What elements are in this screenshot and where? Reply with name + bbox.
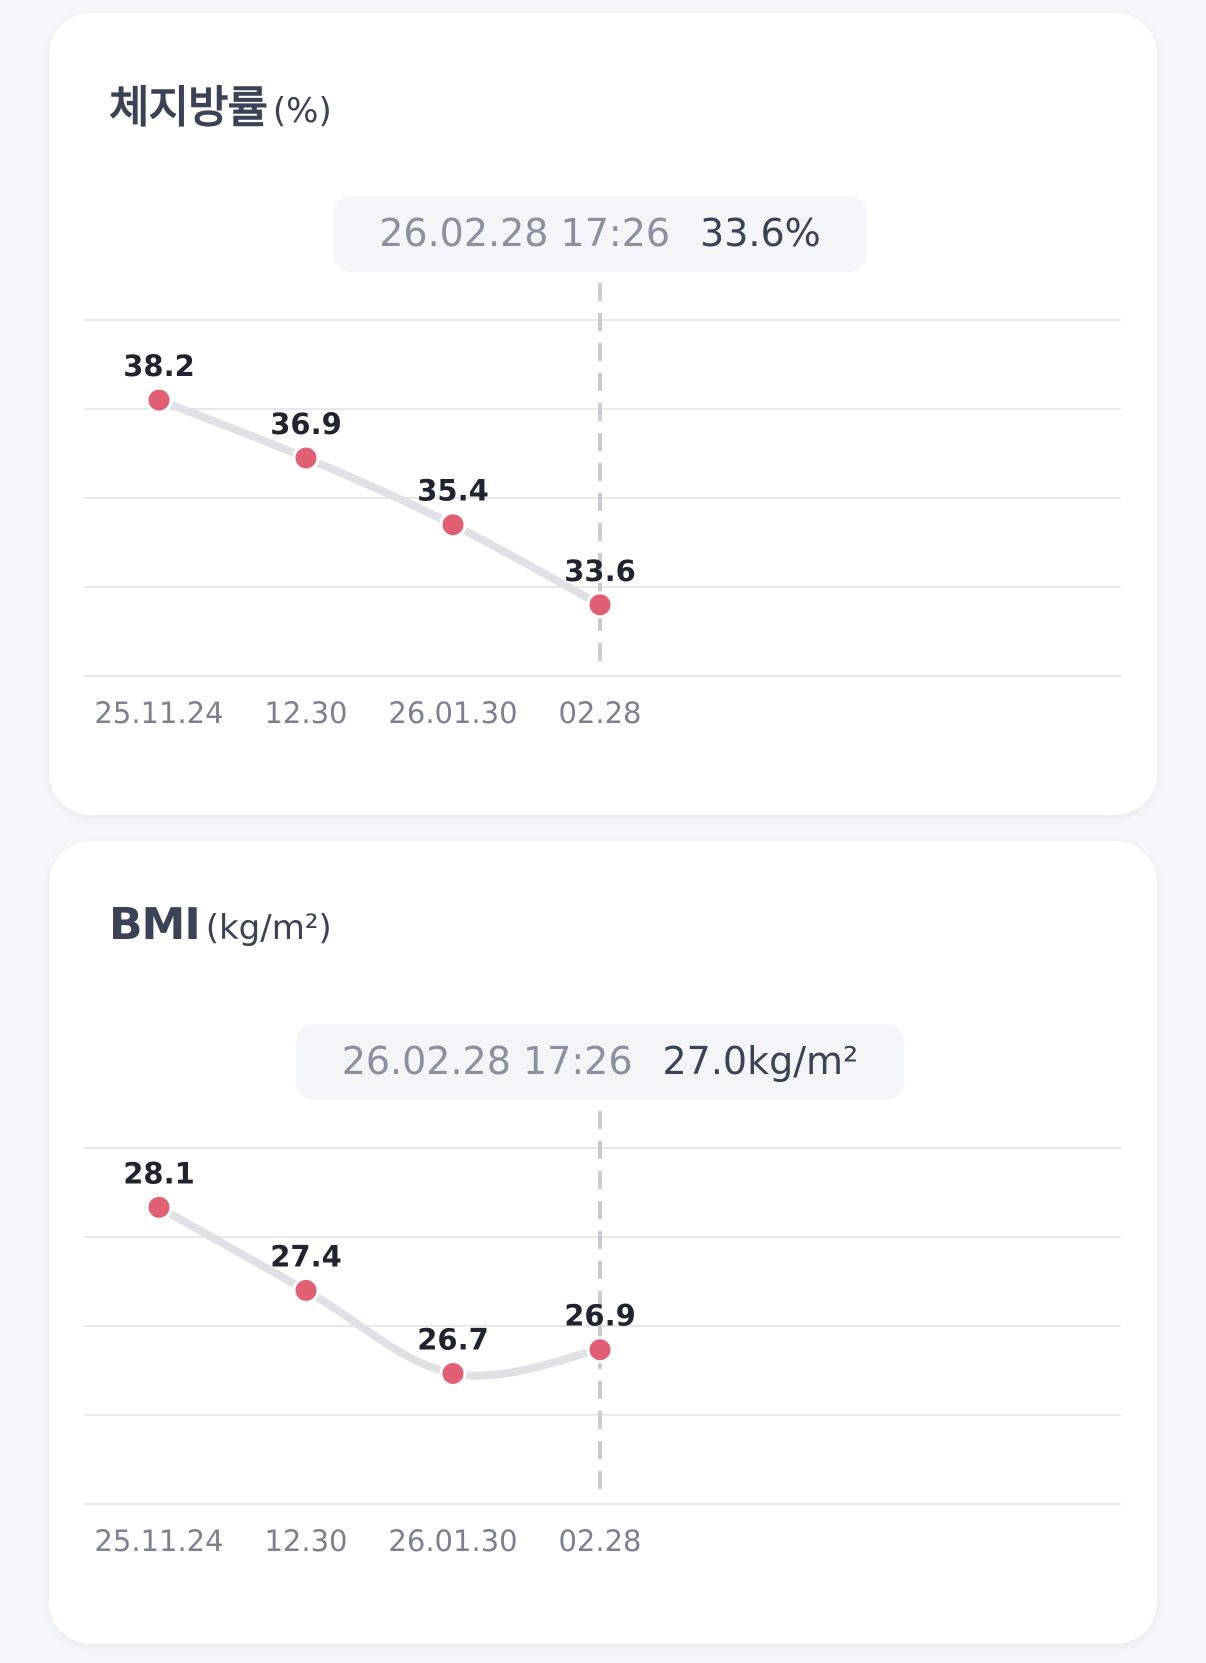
body-fat-unit: (%) [272, 91, 332, 131]
body-fat-tooltip-bg [333, 196, 867, 272]
bmi-tick-label: 12.30 [264, 1524, 347, 1558]
body-fat-data-point[interactable] [586, 591, 614, 619]
bmi-data-point[interactable] [292, 1276, 320, 1304]
body-fat-data-label: 38.2 [123, 349, 195, 383]
bmi-unit: (kg/m²) [205, 908, 332, 948]
bmi-data-point[interactable] [439, 1359, 467, 1387]
body-fat-tooltip: 26.02.28 17:26 33.6% [333, 196, 867, 272]
bmi-tooltip-bg [295, 1024, 905, 1100]
bmi-data-point[interactable] [586, 1336, 614, 1364]
bmi-data-label: 26.7 [417, 1322, 489, 1356]
body-fat-tick-label: 26.01.30 [388, 696, 517, 730]
bmi-data-label: 26.9 [564, 1299, 636, 1333]
body-fat-chart[interactable]: 38.2 36.9 35.4 33.6 25.11.24 12.30 26.01.30 02.… [49, 13, 1157, 815]
body-fat-data-point[interactable] [292, 444, 320, 472]
body-fat-title: 체지방률 (%) [109, 71, 332, 135]
bmi-data-label: 27.4 [270, 1239, 342, 1273]
body-fat-tick-label: 02.28 [558, 696, 641, 730]
body-fat-tooltip-time: 26.02.28 17:26 [379, 211, 670, 255]
bmi-tooltip-time: 26.02.28 17:26 [342, 1039, 633, 1083]
bmi-tick-label: 02.28 [558, 1524, 641, 1558]
bmi-series-line [155, 1203, 604, 1380]
bmi-card: BMI (kg/m²) 28.1 27.4 26.7 26.9 25.11.24 12.30… [49, 841, 1157, 1644]
body-fat-data-label: 35.4 [417, 474, 489, 508]
bmi-tooltip-value: 27.0kg/m² [663, 1039, 859, 1083]
body-fat-tick-label: 12.30 [264, 696, 347, 730]
body-fat-data-point[interactable] [145, 386, 173, 414]
body-fat-data-point[interactable] [439, 511, 467, 539]
body-fat-card: 체지방률 (%) 38.2 36.9 35.4 33.6 25.11.24 12.30 26.… [49, 13, 1157, 815]
bmi-title: BMI (kg/m²) [109, 899, 332, 950]
bmi-title-text: BMI [109, 899, 201, 950]
bmi-tick-label: 26.01.30 [388, 1524, 517, 1558]
body-fat-data-label: 33.6 [564, 554, 636, 588]
body-fat-tick-label: 25.11.24 [94, 696, 223, 730]
bmi-chart[interactable]: 28.1 27.4 26.7 26.9 25.11.24 12.30 26.01.30 02.… [49, 841, 1157, 1644]
bmi-data-label: 28.1 [123, 1156, 195, 1190]
bmi-data-point[interactable] [145, 1193, 173, 1221]
body-fat-title-text: 체지방률 [109, 82, 268, 133]
bmi-tick-label: 25.11.24 [94, 1524, 223, 1558]
bmi-tooltip: 26.02.28 17:26 27.0kg/m² [295, 1024, 905, 1100]
body-fat-series-line [155, 396, 604, 609]
body-fat-tooltip-value: 33.6% [700, 211, 821, 255]
body-fat-data-label: 36.9 [270, 407, 342, 441]
